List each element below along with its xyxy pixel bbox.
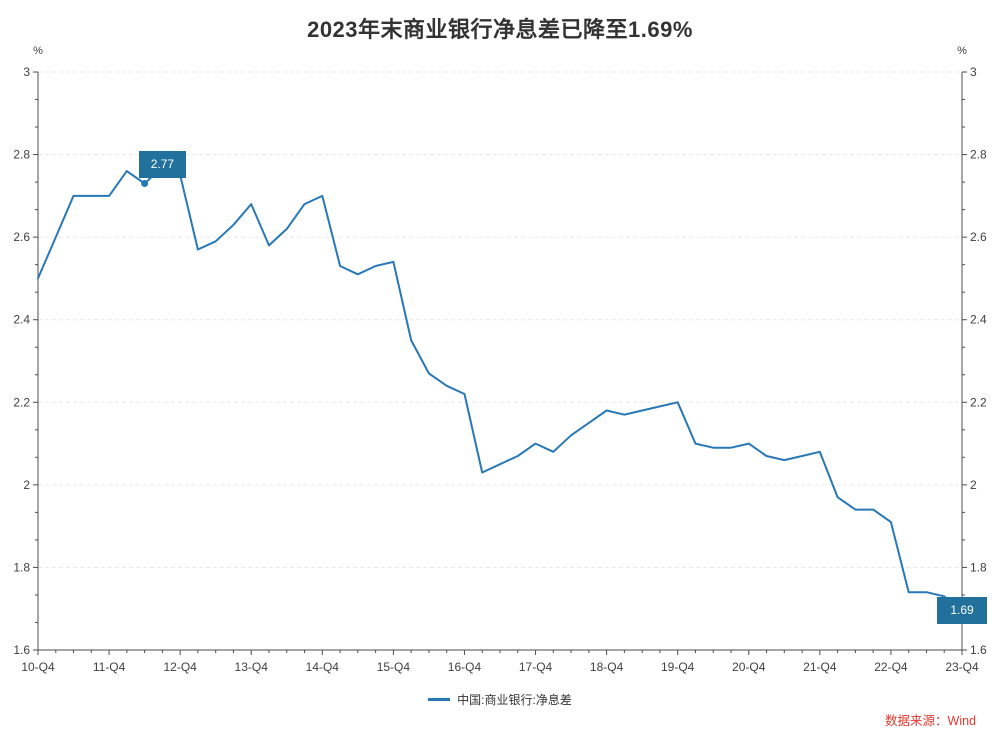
- max-value-callout: 2.77: [138, 150, 186, 178]
- y-tick-label-left: 3: [23, 65, 30, 79]
- x-tick-label: 11-Q4: [93, 660, 126, 674]
- y-tick-label-left: 2: [23, 478, 30, 492]
- x-tick-label: 14-Q4: [306, 660, 340, 674]
- legend-series-label: 中国:商业银行:净息差: [457, 693, 572, 707]
- min-value-callout: 1.69: [937, 596, 987, 624]
- series-line: [37, 166, 963, 614]
- x-tick-label: 17-Q4: [519, 660, 553, 674]
- y-tick-label-right: 1.8: [970, 560, 987, 574]
- y-axis-unit-right: %: [957, 45, 967, 57]
- x-tick-label: 21-Q4: [803, 660, 837, 674]
- x-tick-label: 22-Q4: [874, 660, 908, 674]
- chart-title: 2023年末商业银行净息差已降至1.69%: [307, 17, 693, 42]
- y-ticks: [33, 71, 967, 651]
- y-tick-label-left: 2.2: [13, 395, 30, 409]
- y-axis-unit-left: %: [33, 45, 43, 57]
- y-tick-label-right: 2: [970, 478, 977, 492]
- y-gridlines: [38, 71, 962, 568]
- x-tick-label: 19-Q4: [661, 660, 695, 674]
- x-tick-label: 16-Q4: [448, 660, 482, 674]
- x-tick-labels: 10-Q4 11-Q4 12-Q4 13-Q4 14-Q4 15-Q4 16-Q4 17-Q4…: [21, 660, 979, 674]
- axis-units: %%: [33, 45, 967, 57]
- x-tick-label: 10-Q4: [21, 660, 55, 674]
- y-tick-label-right: 2.6: [970, 230, 987, 244]
- x-tick-label: 20-Q4: [732, 660, 766, 674]
- x-tick-label: 23-Q4: [945, 660, 979, 674]
- x-tick-label: 13-Q4: [235, 660, 269, 674]
- legend: 中国:商业银行:净息差: [0, 691, 1000, 708]
- y-tick-label-left: 2.6: [13, 230, 30, 244]
- legend-line-swatch: [428, 698, 451, 701]
- y-tick-label-right: 1.6: [970, 643, 987, 657]
- x-tick-label: 15-Q4: [377, 660, 411, 674]
- x-ticks: [37, 650, 963, 655]
- y-tick-label-right: 2.2: [970, 395, 987, 409]
- y-tick-label-left: 2.4: [13, 313, 30, 327]
- y-tick-label-right: 2.8: [970, 148, 987, 162]
- y-tick-label-right: 2.4: [970, 313, 987, 327]
- data-source-note: 数据来源：Wind: [885, 714, 976, 728]
- y-tick-label-left: 1.6: [13, 643, 30, 657]
- y-tick-label-right: 3: [970, 65, 977, 79]
- y-tick-label-left: 1.8: [13, 560, 30, 574]
- x-tick-label: 18-Q4: [590, 660, 624, 674]
- x-tick-label: 12-Q4: [163, 660, 197, 674]
- callout-tail-marker: [141, 179, 149, 187]
- y-tick-labels: 3 3 2.8 2.8 2.6 2.6 2.4 2.4 2.2 2.2 2 2 1.8 1.8 1.6 1.6: [13, 65, 987, 657]
- y-tick-label-left: 2.8: [13, 148, 30, 162]
